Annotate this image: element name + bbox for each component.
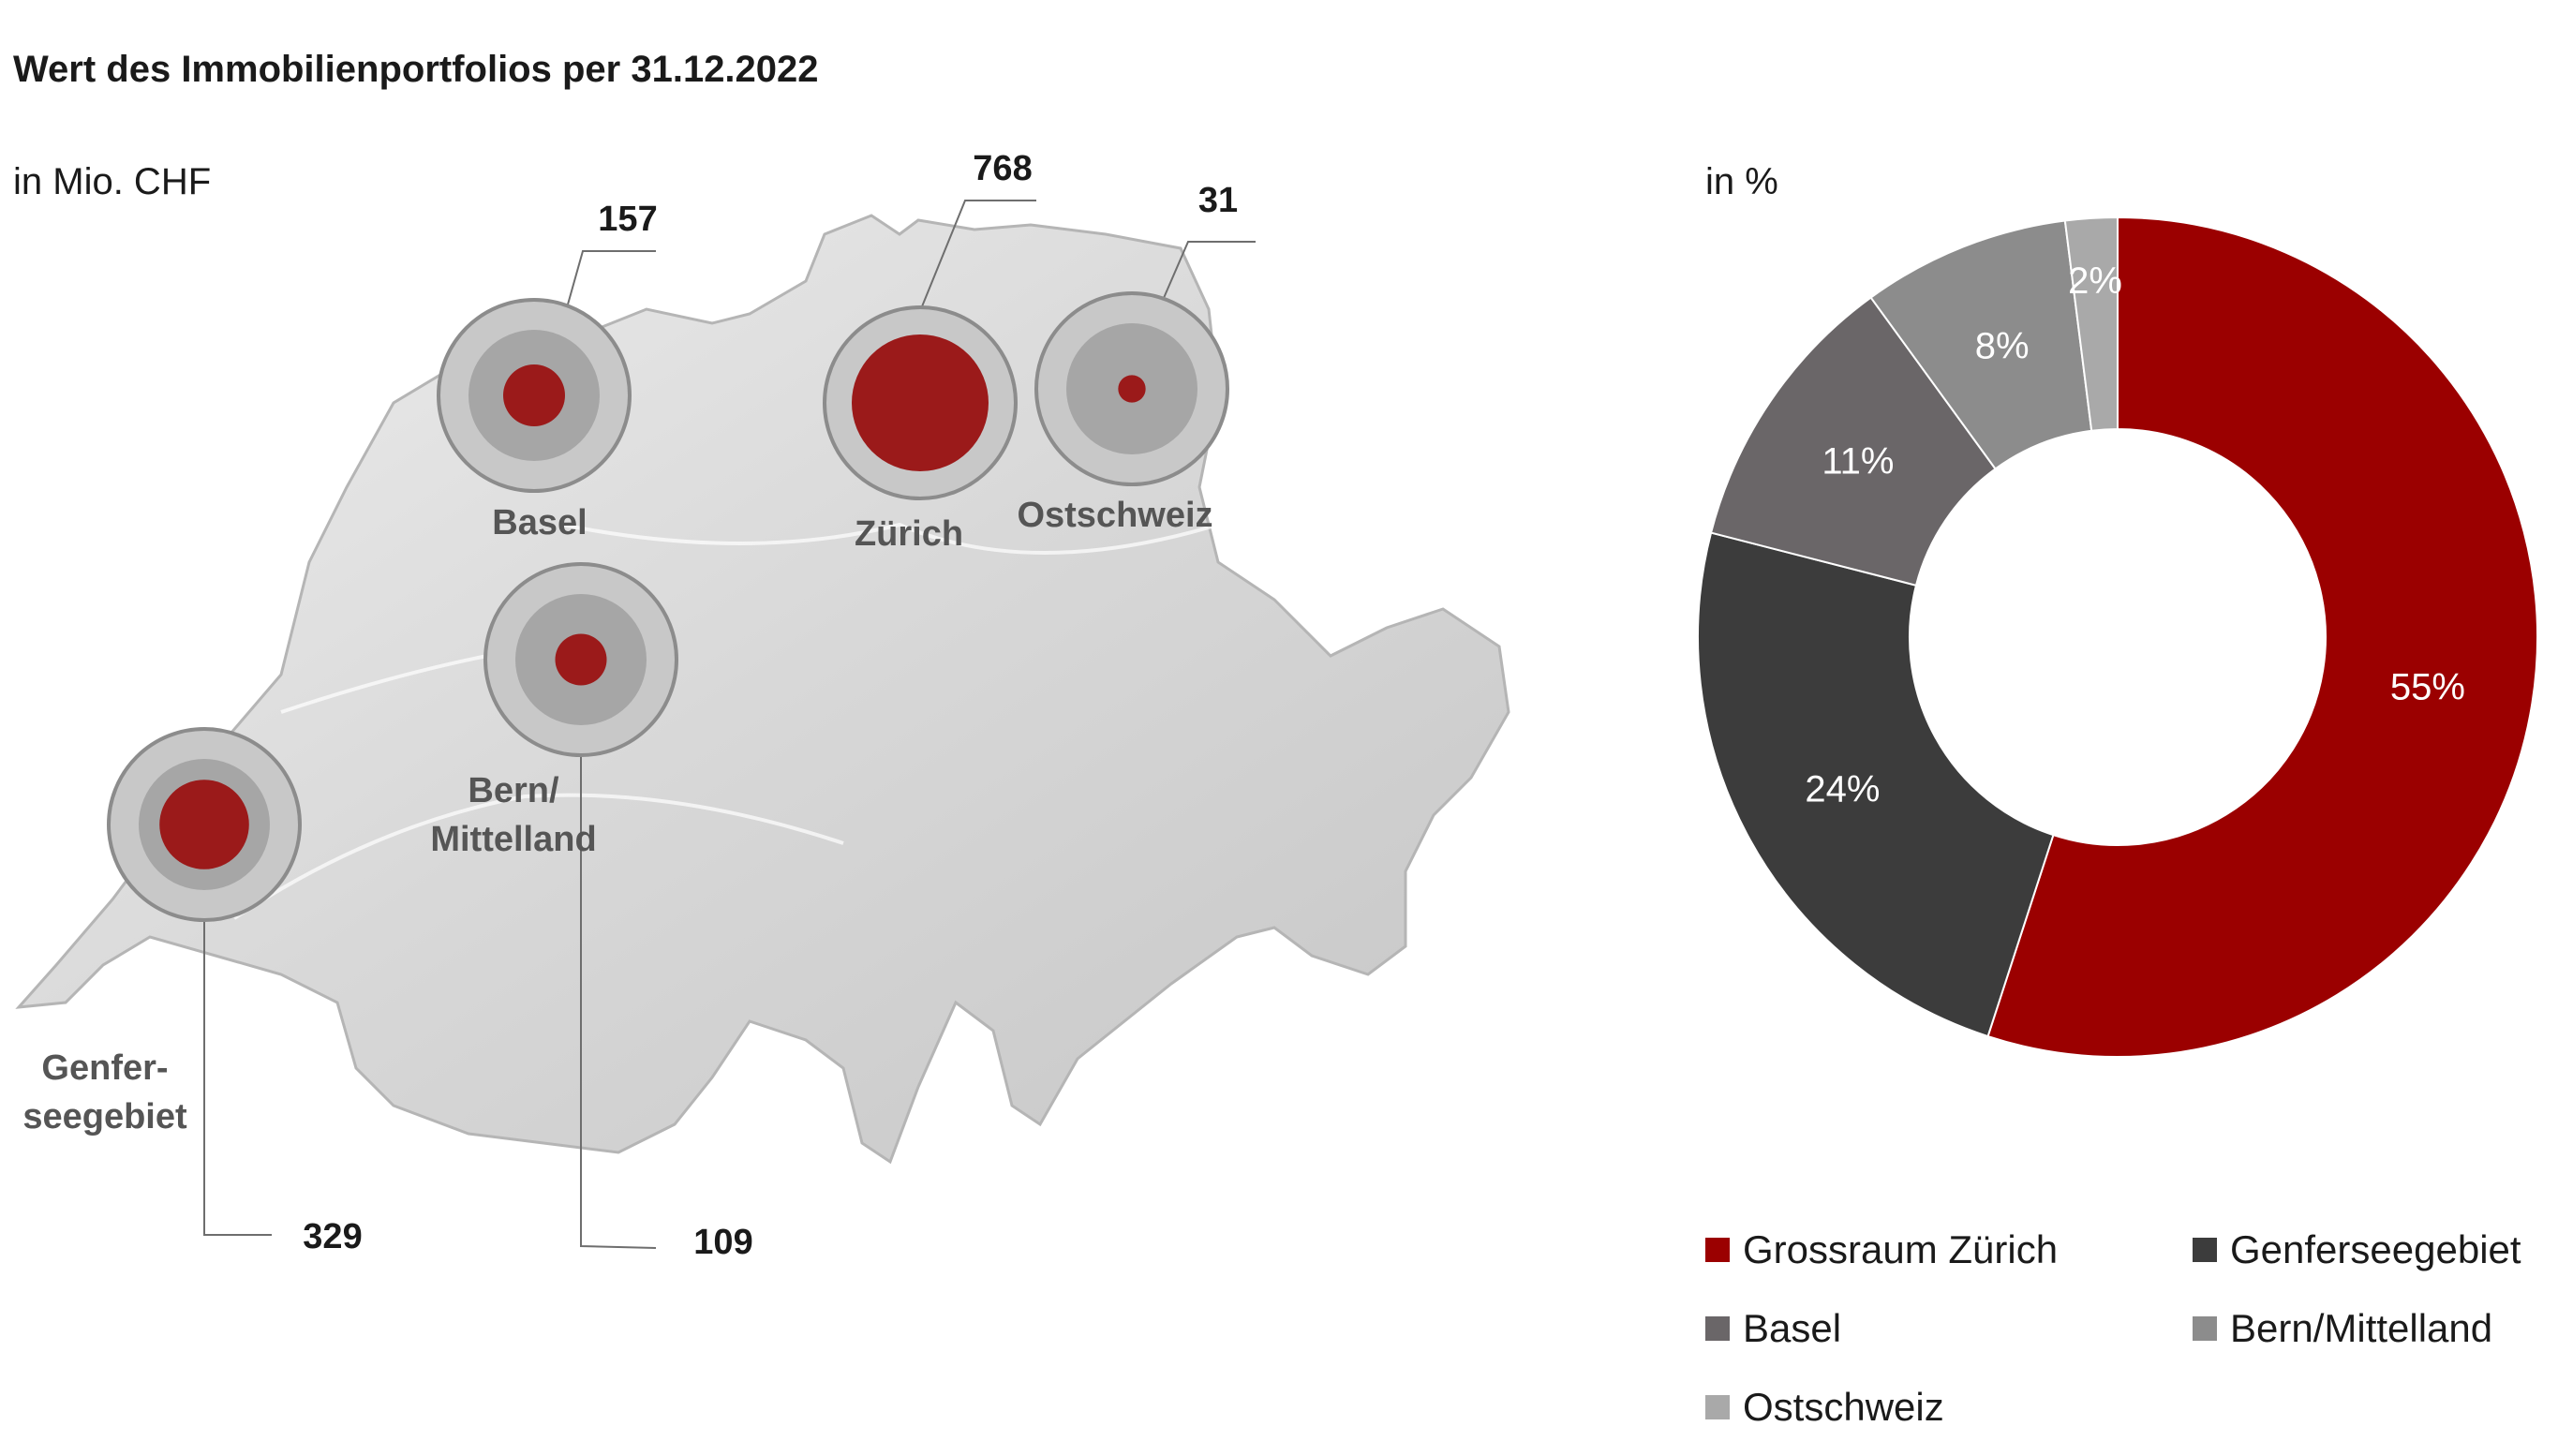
legend-swatch	[2193, 1238, 2217, 1262]
donut-data-label: 55%	[2390, 666, 2465, 707]
map-bubble-bernmittelland: Bern/Mittelland 109	[430, 562, 753, 1262]
legend-item: Basel	[1705, 1306, 1841, 1351]
donut-data-label: 8%	[1975, 326, 2030, 367]
map-bubble-ostschweiz: Ostschweiz 31	[1017, 181, 1256, 535]
region-label: Mittelland	[430, 820, 596, 859]
legend-swatch	[1705, 1316, 1730, 1341]
switzerland-map: Basel 157 Zürich 768 Ostschweiz 31 Bern/Mittel…	[15, 149, 1510, 1262]
switzerland-outline	[15, 214, 1510, 1165]
donut-data-label: 2%	[2068, 260, 2122, 302]
legend-label: Genferseegebiet	[2230, 1227, 2521, 1271]
bubble-value-mark	[555, 633, 607, 686]
bubble-value-mark	[159, 780, 249, 869]
region-label: Bern/	[468, 771, 559, 810]
legend-item: Bern/Mittelland	[2193, 1306, 2492, 1351]
donut-slice-basel	[1709, 296, 1997, 587]
map-unit-label: in Mio. CHF	[13, 161, 212, 202]
map-bubble-basel: Basel 157	[437, 200, 658, 542]
leader-line	[917, 200, 1036, 317]
legend-item: Genferseegebiet	[2193, 1227, 2521, 1272]
region-label: Basel	[492, 503, 587, 542]
map-ridge-line	[280, 654, 488, 714]
region-label: Genfer-	[41, 1048, 168, 1088]
legend-item: Ostschweiz	[1705, 1385, 1944, 1430]
donut-data-label: 24%	[1805, 768, 1880, 810]
leader-line	[203, 922, 272, 1236]
bubble-value-mark	[1118, 375, 1146, 403]
region-value-label: 109	[693, 1223, 752, 1262]
donut-slice-ostschweiz	[2063, 215, 2119, 432]
chart-title: Wert des Immobilienportfolios per 31.12.…	[13, 49, 819, 90]
donut-data-label: 11%	[1822, 441, 1894, 483]
legend-item: Grossraum Zürich	[1705, 1227, 2058, 1272]
region-label: Zürich	[855, 514, 963, 554]
leader-line	[580, 757, 657, 1249]
donut-slice-genferseegebiet	[1697, 531, 2055, 1038]
map-bubble-zürich: Zürich 768	[823, 149, 1036, 554]
leader-line	[1163, 241, 1256, 299]
legend-label: Ostschweiz	[1743, 1385, 1944, 1429]
legend-label: Bern/Mittelland	[2230, 1306, 2493, 1350]
region-label: seegebiet	[22, 1097, 187, 1137]
map-ridge-line	[561, 522, 1219, 555]
map-bubbles: Basel 157 Zürich 768 Ostschweiz 31 Bern/Mittel…	[22, 149, 1256, 1262]
leader-line	[565, 250, 656, 312]
region-value-label: 31	[1198, 181, 1238, 220]
bubble-value-mark	[852, 334, 989, 471]
region-value-label: 157	[598, 200, 657, 239]
map-bubble-genferseegebiet: Genfer-seegebiet 329	[22, 727, 363, 1256]
region-value-label: 768	[973, 149, 1032, 188]
donut-slice-grossraumzürich	[1986, 215, 2539, 1058]
legend-label: Grossraum Zürich	[1743, 1227, 2059, 1271]
bubble-value-mark	[502, 364, 566, 427]
legend-label: Basel	[1743, 1306, 1842, 1350]
donut-unit-label: in %	[1705, 161, 1778, 202]
donut-chart: 55% 24% 11% 8% 2%	[1697, 215, 2539, 1058]
legend-swatch	[1705, 1395, 1730, 1419]
region-label: Ostschweiz	[1017, 496, 1212, 535]
region-value-label: 329	[303, 1217, 362, 1256]
legend-swatch	[1705, 1238, 1730, 1262]
map-ridge-line	[232, 793, 844, 920]
legend-swatch	[2193, 1316, 2217, 1341]
